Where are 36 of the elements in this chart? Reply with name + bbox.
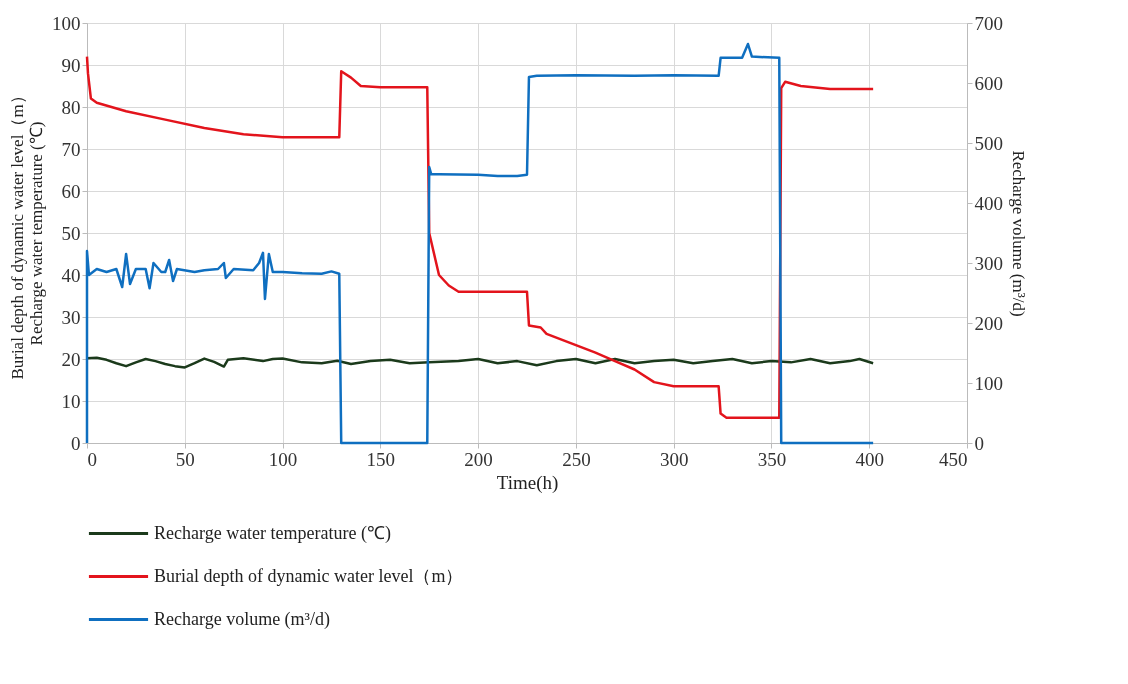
- line-series: [85, 356, 875, 369]
- x-tick-label: 0: [87, 448, 97, 470]
- y-tick-label: 40: [61, 264, 81, 286]
- x-tick-label: 100: [268, 448, 298, 470]
- y-axis-title: Burial depth of dynamic water level（m） Recharge water temperature (℃): [8, 87, 46, 380]
- y2-tick-label: 0: [974, 432, 984, 454]
- y2-tick-label: 200: [974, 312, 1003, 334]
- y2-tick-label: 300: [974, 252, 1003, 274]
- y2-tick-label: 600: [974, 72, 1003, 94]
- x-tick-label: 300: [659, 448, 689, 470]
- y2-tick-label: 500: [974, 132, 1003, 154]
- y-tick-label: 80: [61, 96, 81, 118]
- x-tick-label: 350: [757, 448, 787, 470]
- x-tick-label: 400: [855, 448, 884, 470]
- legend-label: Burial depth of dynamic water level（m）: [154, 565, 464, 586]
- y-tick-label: 70: [61, 138, 81, 160]
- x-tick-label: 50: [175, 448, 195, 470]
- x-tick-label: 150: [366, 448, 396, 470]
- legend-label: Recharge volume (m³/d): [154, 608, 331, 630]
- y-tick-label: 90: [61, 54, 81, 76]
- y-tick-label: 30: [61, 306, 81, 328]
- y-tick-label: 50: [61, 222, 81, 244]
- y-tick-label: 10: [61, 390, 81, 412]
- y2-tick-label: 700: [974, 12, 1003, 34]
- x-axis-title: Time(h): [496, 471, 559, 494]
- y-tick-label: 100: [52, 12, 81, 34]
- y-tick-label: 20: [61, 348, 81, 370]
- y2-tick-label: 100: [974, 372, 1003, 394]
- y-tick-label: 60: [61, 180, 81, 202]
- x-tick-label: 200: [464, 448, 493, 470]
- x-tick-label: 250: [562, 448, 591, 470]
- y2-tick-label: 400: [974, 192, 1003, 214]
- x-tick-label: 450: [939, 448, 968, 470]
- y-tick-label: 0: [71, 432, 81, 454]
- y2-axis-title: Recharge volume (m³/d): [1009, 150, 1028, 317]
- legend-label: Recharge water temperature (℃): [154, 522, 392, 544]
